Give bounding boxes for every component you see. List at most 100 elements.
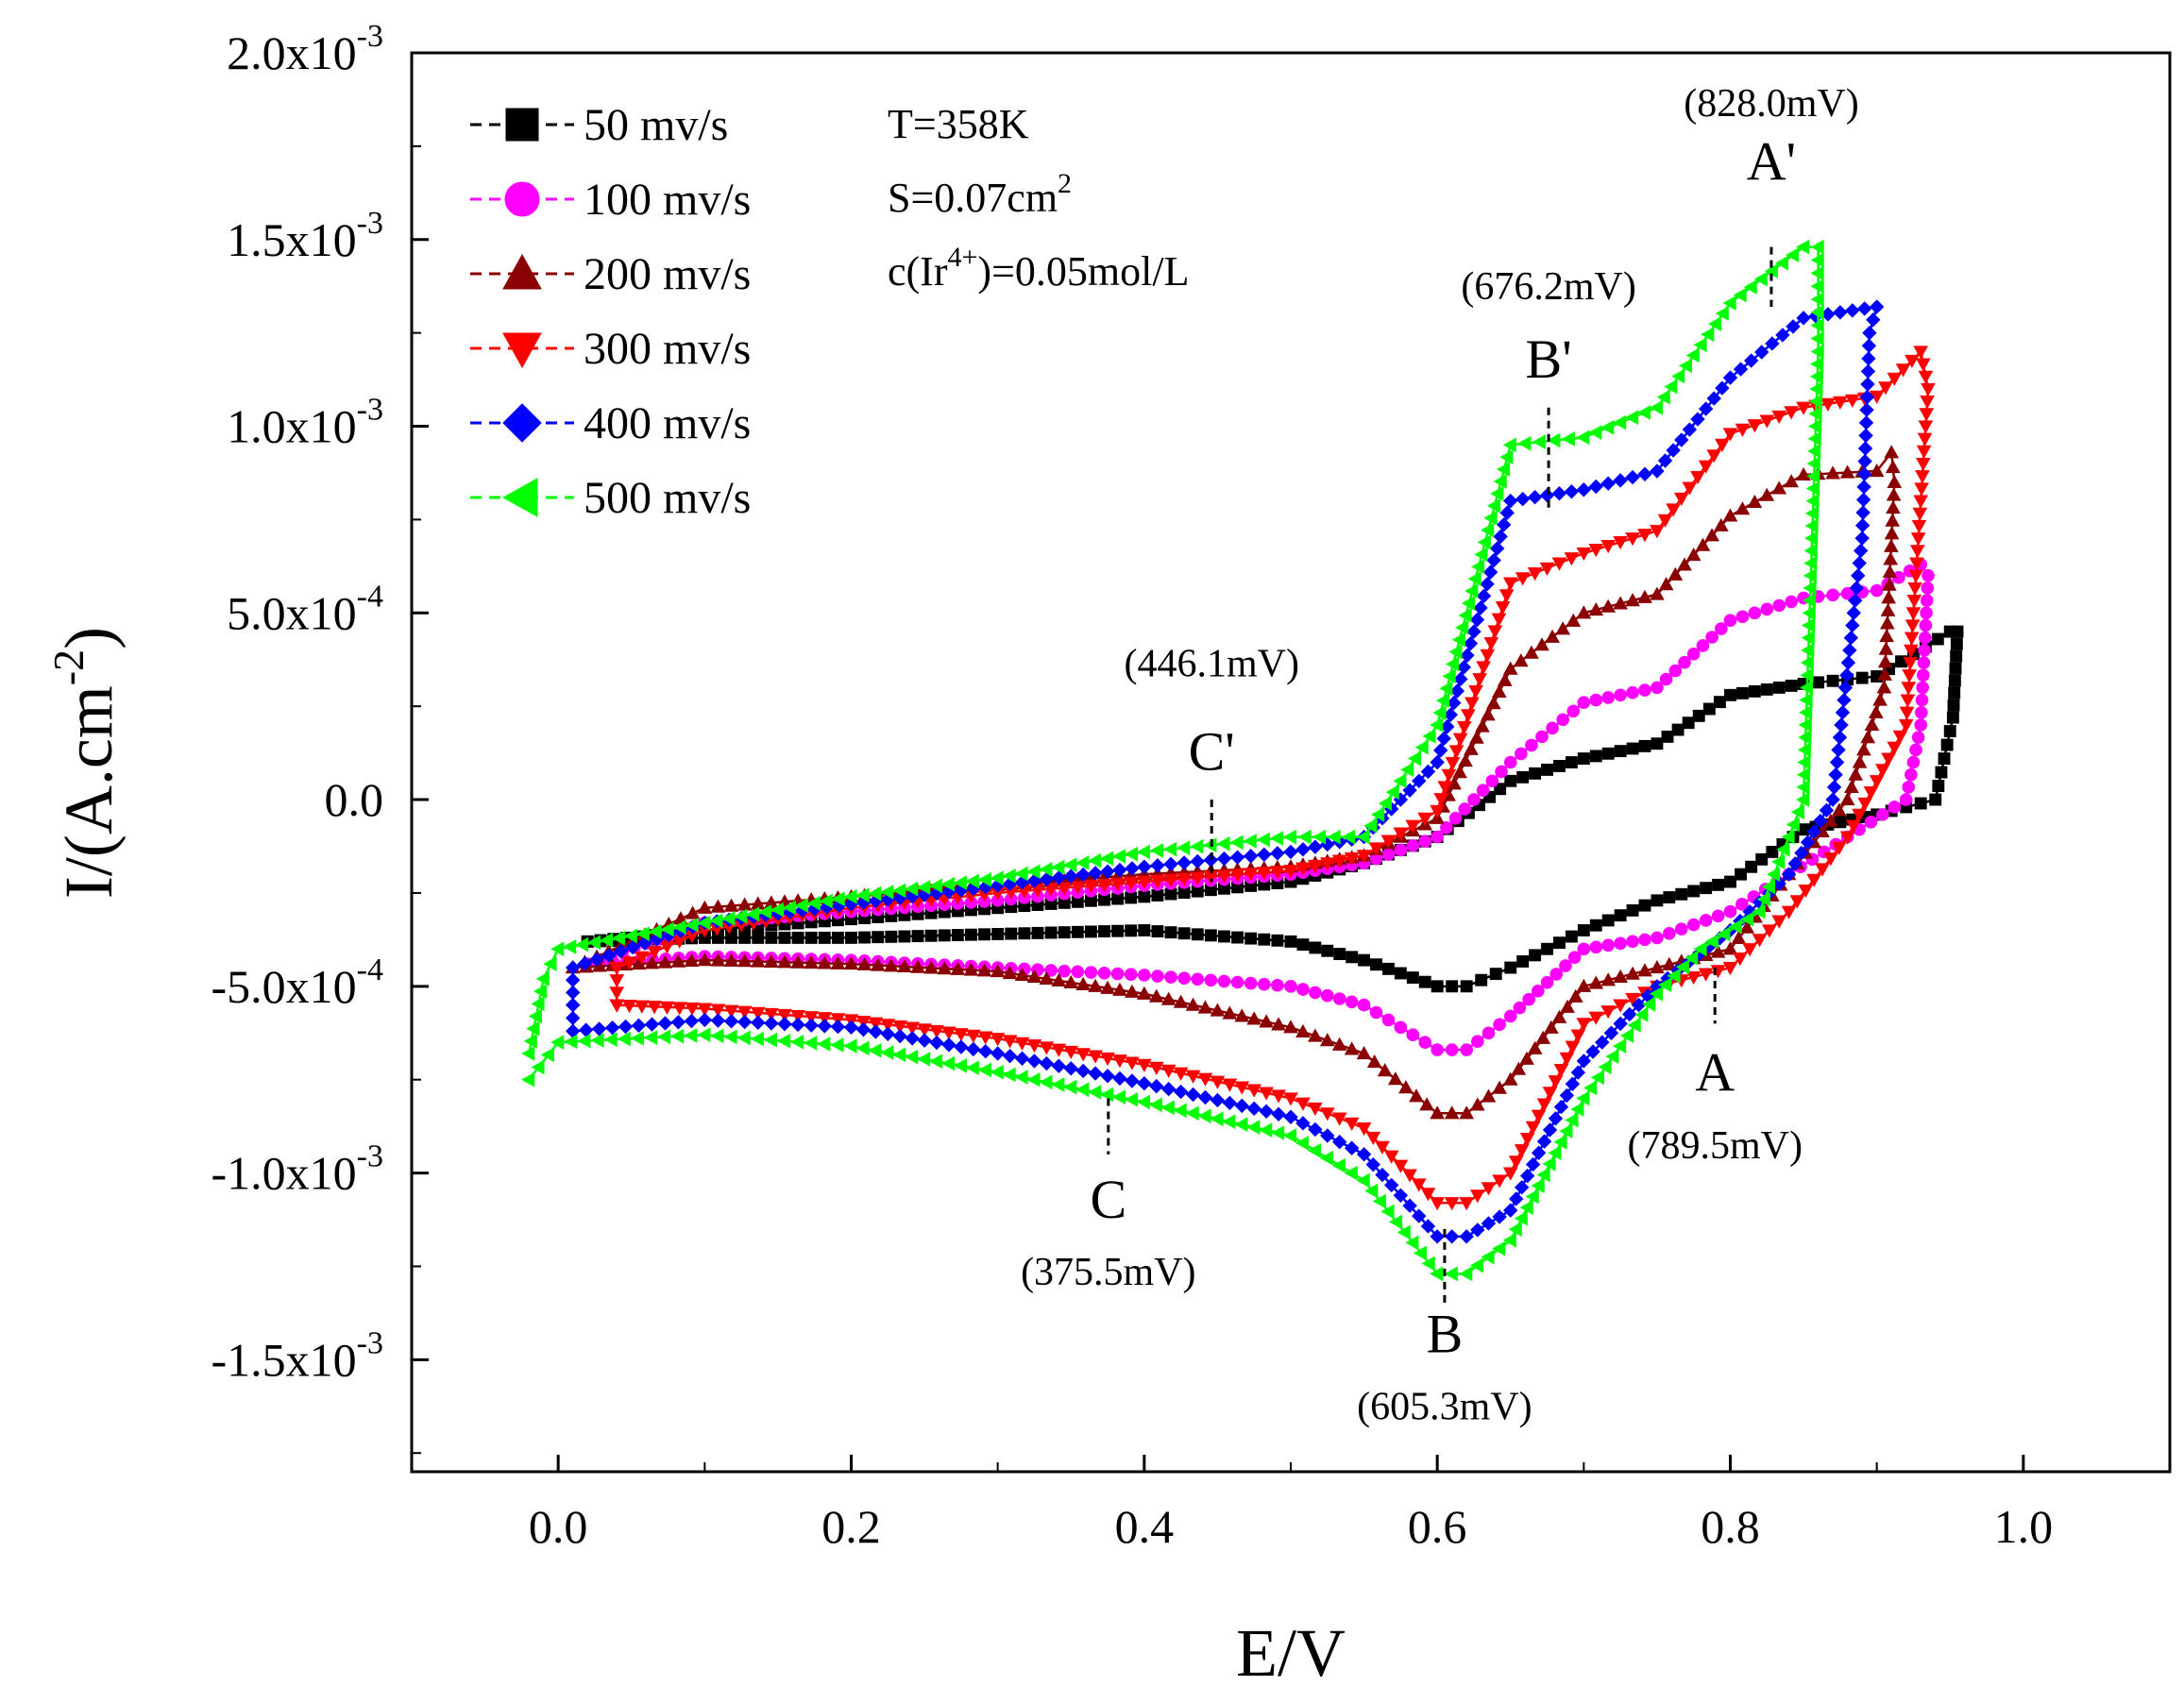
data-point: [1728, 919, 1742, 935]
data-point: [723, 898, 739, 912]
data-point: [1539, 562, 1555, 576]
data-point: [1858, 415, 1874, 430]
data-point: [1722, 961, 1738, 976]
data-point: [1845, 819, 1861, 834]
data-point: [977, 871, 991, 887]
data-point: [1243, 868, 1259, 882]
y-tick-label: 1.5x10-3: [227, 206, 383, 266]
data-point: [1295, 1023, 1311, 1038]
series-500-mv-s: [521, 239, 1824, 1282]
data-point: [1411, 1178, 1427, 1192]
data-point: [1905, 767, 1918, 782]
data-point: [1112, 1054, 1127, 1069]
data-point: [526, 1020, 540, 1037]
data-point: [1677, 557, 1692, 571]
data-point: [1344, 1041, 1360, 1055]
data-point: [1485, 696, 1501, 710]
data-point: [1877, 666, 1892, 681]
data-point: [1444, 1229, 1460, 1244]
data-point: [868, 1017, 884, 1031]
data-point: [1185, 997, 1201, 1011]
data-point: [1229, 850, 1245, 865]
data-point: [1136, 844, 1150, 860]
data-point: [1111, 924, 1125, 937]
data-point: [1685, 347, 1700, 363]
data-point: [791, 931, 804, 944]
data-point: [1481, 1216, 1497, 1231]
data-point: [1797, 754, 1811, 770]
data-point: [1796, 792, 1810, 807]
data-point: [1405, 1235, 1419, 1251]
data-point: [1173, 1084, 1189, 1100]
data-point: [1148, 988, 1164, 1003]
x-tick-label: 0.8: [1701, 1500, 1760, 1553]
data-point: [1368, 842, 1384, 856]
data-point: [1802, 617, 1816, 633]
data-point: [1440, 820, 1453, 835]
data-point: [806, 895, 821, 911]
data-point: [1650, 586, 1665, 600]
data-point: [1210, 1111, 1224, 1127]
annotation-b-prime: B' (676.2mV): [1461, 265, 1636, 509]
data-point: [1026, 1039, 1042, 1054]
data-point: [1577, 924, 1590, 936]
data-point: [1216, 835, 1230, 852]
data-point: [1659, 672, 1673, 686]
data-point: [1570, 1029, 1586, 1043]
data-point: [1875, 764, 1890, 778]
data-point: [1014, 1051, 1030, 1066]
data-point: [1150, 858, 1165, 873]
data-point: [1430, 1105, 1446, 1120]
data-point: [1467, 571, 1481, 587]
data-point: [1527, 567, 1543, 582]
data-point: [1383, 1150, 1399, 1164]
data-point: [1381, 848, 1396, 861]
data-point: [1564, 552, 1580, 566]
data-point: [818, 931, 831, 944]
data-point: [1565, 756, 1578, 768]
data-point: [897, 958, 912, 973]
data-point: [1463, 635, 1479, 651]
data-point: [1190, 853, 1205, 869]
data-point: [941, 1026, 957, 1040]
data-point: [1693, 941, 1707, 957]
data-point: [1551, 1009, 1567, 1023]
data-point: [1762, 924, 1777, 938]
data-point: [1851, 568, 1866, 583]
data-point: [1565, 1112, 1579, 1128]
data-point: [1614, 745, 1627, 758]
data-point: [990, 1046, 1006, 1061]
data-point: [1666, 443, 1681, 458]
data-point: [1698, 968, 1714, 982]
data-point: [1735, 423, 1751, 437]
data-point: [1810, 265, 1824, 281]
data-point: [565, 1010, 581, 1026]
data-point: [1519, 1051, 1534, 1065]
data-point: [1499, 505, 1515, 520]
data-point: [1529, 949, 1542, 962]
data-point: [1560, 999, 1575, 1013]
data-point: [564, 1034, 578, 1050]
data-point: [1869, 775, 1885, 789]
data-point: [1460, 1043, 1473, 1056]
data-point: [1806, 824, 1821, 839]
data-point: [1476, 784, 1490, 797]
data-point: [764, 953, 779, 969]
data-point: [1576, 1090, 1590, 1106]
data-point: [831, 891, 845, 907]
data-point: [1271, 1017, 1286, 1031]
data-point: [1842, 643, 1857, 658]
annotation-letter: B: [1427, 1303, 1464, 1364]
data-point: [1848, 767, 1864, 781]
data-point: [1393, 1188, 1409, 1204]
data-point: [990, 1064, 1004, 1080]
data-point: [1803, 543, 1818, 559]
data-point: [1100, 1069, 1115, 1084]
data-point: [1699, 914, 1713, 927]
data-point: [1357, 998, 1371, 1012]
data-point: [1307, 1142, 1321, 1158]
data-point: [1722, 941, 1738, 955]
data-point: [1796, 767, 1811, 783]
data-point: [590, 1033, 604, 1048]
